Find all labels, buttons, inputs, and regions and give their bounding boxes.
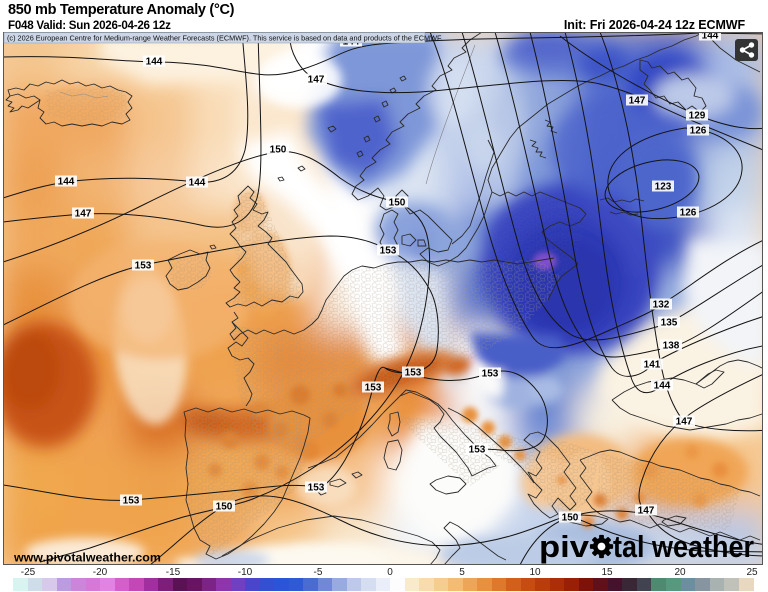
svg-text:147: 147 bbox=[308, 75, 325, 86]
svg-text:123: 123 bbox=[655, 182, 672, 193]
svg-text:150: 150 bbox=[562, 513, 579, 524]
svg-text:153: 153 bbox=[380, 246, 397, 257]
svg-text:153: 153 bbox=[135, 261, 152, 272]
svg-text:144: 144 bbox=[189, 178, 206, 189]
svg-text:150: 150 bbox=[216, 502, 233, 513]
svg-text:(c) 2026 European Centre for M: (c) 2026 European Centre for Medium-rang… bbox=[7, 34, 443, 43]
svg-text:135: 135 bbox=[661, 318, 678, 329]
svg-text:piv: piv bbox=[539, 529, 590, 564]
svg-text:138: 138 bbox=[663, 341, 680, 352]
svg-text:tal weather: tal weather bbox=[613, 529, 754, 564]
svg-text:141: 141 bbox=[644, 360, 661, 371]
svg-text:150: 150 bbox=[389, 198, 406, 209]
svg-text:144: 144 bbox=[702, 31, 719, 42]
svg-text:153: 153 bbox=[469, 445, 486, 456]
svg-text:153: 153 bbox=[405, 368, 422, 379]
svg-text:147: 147 bbox=[629, 96, 646, 107]
svg-text:144: 144 bbox=[58, 177, 75, 188]
svg-text:153: 153 bbox=[308, 483, 325, 494]
svg-text:144: 144 bbox=[654, 381, 671, 392]
svg-text:126: 126 bbox=[690, 126, 707, 137]
svg-text:153: 153 bbox=[482, 369, 499, 380]
svg-text:153: 153 bbox=[365, 383, 382, 394]
svg-text:126: 126 bbox=[680, 208, 697, 219]
svg-text:132: 132 bbox=[653, 300, 670, 311]
svg-text:147: 147 bbox=[638, 506, 655, 517]
svg-text:www.pivotalweather.com: www.pivotalweather.com bbox=[13, 551, 161, 565]
svg-text:147: 147 bbox=[676, 417, 693, 428]
svg-text:129: 129 bbox=[689, 111, 706, 122]
svg-text:150: 150 bbox=[270, 145, 287, 156]
svg-text:147: 147 bbox=[75, 209, 92, 220]
svg-text:153: 153 bbox=[123, 496, 140, 507]
svg-text:144: 144 bbox=[146, 57, 163, 68]
